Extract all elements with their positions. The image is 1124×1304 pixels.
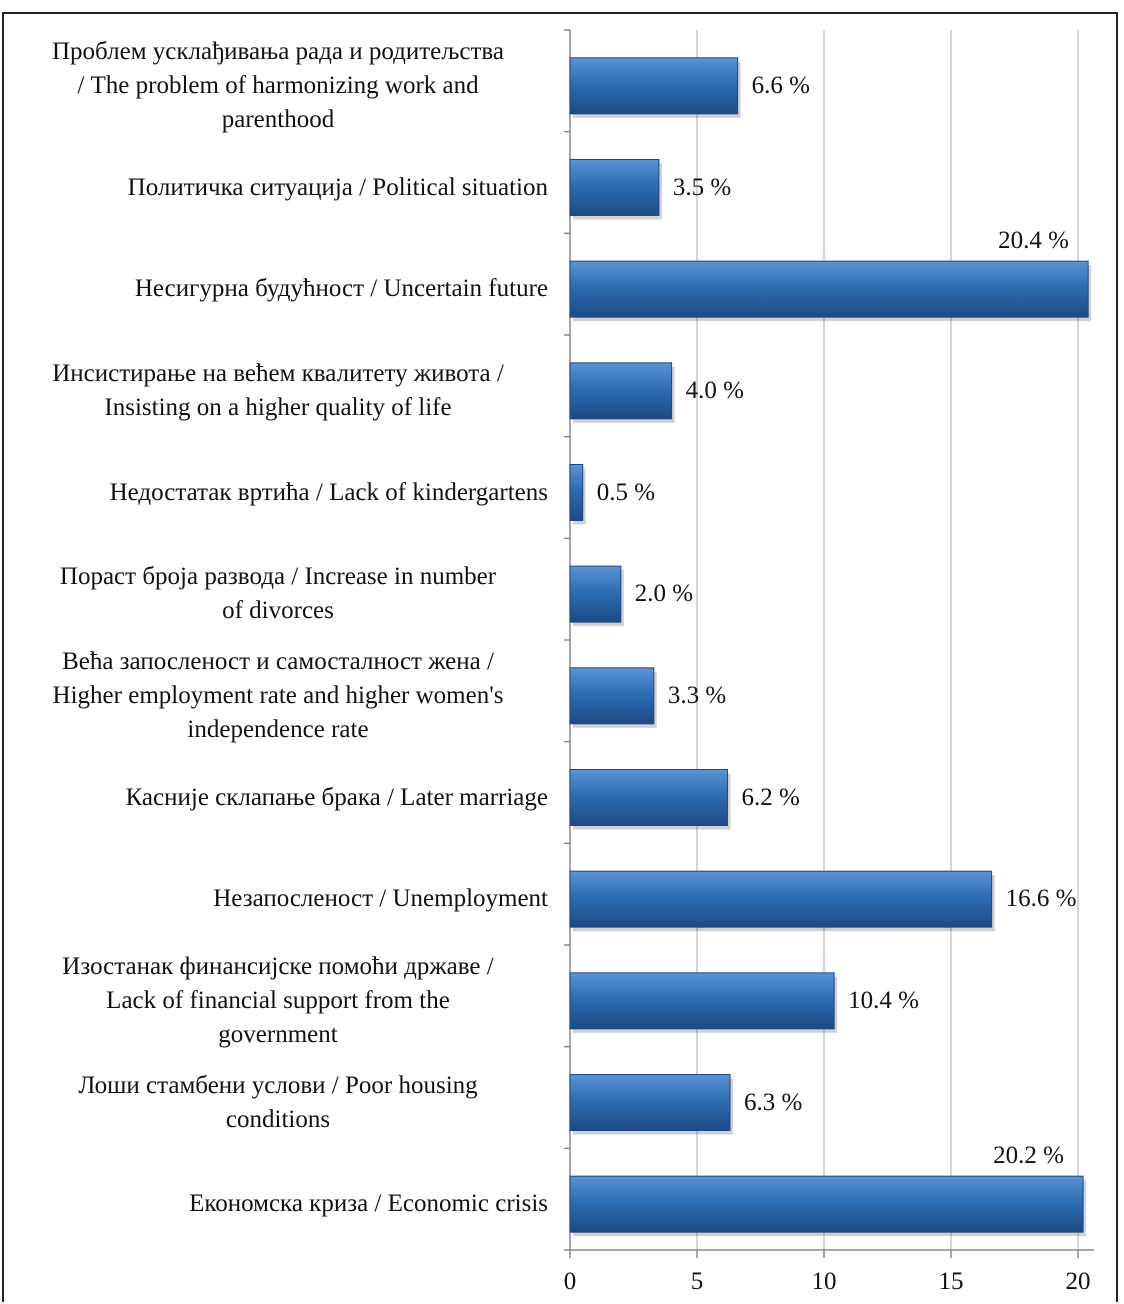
category-label: Недостатак вртића / Lack of kindergarten… (109, 478, 548, 506)
bar (569, 972, 835, 1030)
category-label: Изостанак финансијске помоћи државе / La… (62, 952, 494, 1048)
bar (569, 667, 655, 725)
bar (569, 159, 660, 216)
category-label: Већа запосленост и самосталност жена / H… (52, 647, 504, 743)
data-label: 2.0 % (634, 580, 694, 608)
bar (569, 464, 584, 521)
category-label: Проблем усклађивања рада и родитељства /… (51, 37, 504, 133)
bar (569, 1074, 731, 1131)
category-label: Лоши стамбени услови / Poor housing cond… (78, 1071, 478, 1133)
chart-frame (2, 12, 1118, 1302)
data-label: 6.3 % (744, 1088, 803, 1116)
category-label: Политичка ситуација / Political situatio… (127, 173, 548, 201)
data-label: 4.0 % (685, 376, 744, 404)
x-tick-label: 20 (1065, 1268, 1091, 1295)
category-label: Несигурна будућност / Uncertain future (134, 275, 548, 303)
x-tick-label: 15 (938, 1268, 964, 1295)
category-label: Економска криза / Economic crisis (189, 1190, 548, 1218)
bar (569, 870, 993, 928)
category-label: Незапосленост / Unemployment (213, 885, 548, 913)
data-label: 6.6 % (751, 71, 810, 99)
data-label: 10.4 % (848, 986, 919, 1014)
bar (569, 362, 673, 420)
x-tick-label: 10 (811, 1268, 837, 1295)
bar (569, 1175, 1084, 1233)
category-label: Касније склапање брака / Later marriage (125, 783, 548, 811)
x-tick-label: 0 (563, 1268, 577, 1295)
data-label: 3.5 % (672, 173, 732, 201)
bars (569, 57, 1092, 1237)
data-label: 6.2 % (741, 783, 800, 811)
category-label: Пораст броја развода / Increase in numbe… (59, 563, 497, 625)
category-label: Инсистирање на већем квалитету живота / … (52, 359, 504, 421)
bar (569, 260, 1089, 318)
bar (569, 565, 622, 623)
bar (569, 769, 728, 826)
data-label: 3.3 % (667, 681, 727, 709)
bar (569, 57, 739, 115)
data-label: 20.4 % (998, 227, 1069, 255)
x-tick-label: 5 (690, 1268, 704, 1295)
data-label: 16.6 % (1005, 885, 1077, 913)
gridlines (696, 30, 1079, 1250)
axes (564, 29, 1094, 1258)
data-label: 0.5 % (596, 478, 656, 506)
data-label: 20.2 % (993, 1142, 1064, 1170)
